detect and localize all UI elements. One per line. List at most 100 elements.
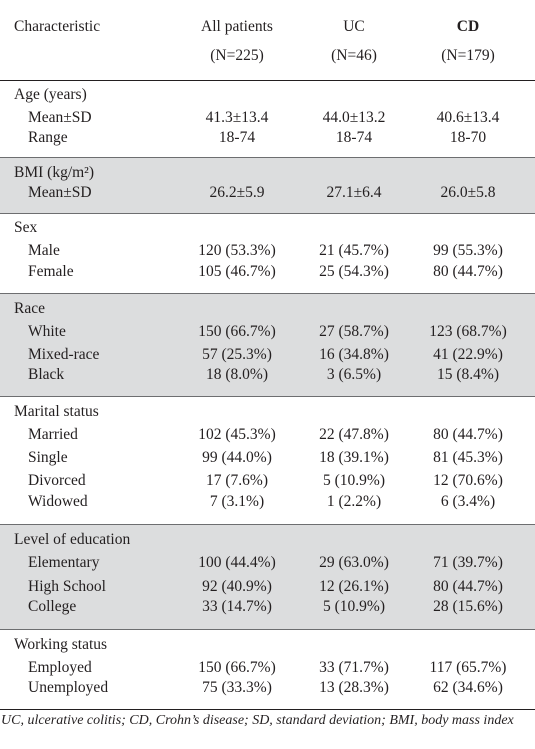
group-1: BMI (kg/m²) Mean±SD 26.2±5.9 27.1±6.4 26.0±5…	[0, 157, 535, 213]
table-row: Divorced 17 (7.6%) 5 (10.9%) 12 (70.6%)	[0, 469, 535, 493]
table-row: College 33 (14.7%) 5 (10.9%) 28 (15.6%)	[0, 598, 535, 629]
category-row: Race	[0, 293, 535, 320]
cell-cd: 80 (44.7%)	[433, 425, 503, 443]
cell-all-patients: 150 (66.7%)	[198, 322, 276, 340]
table-row: Mean±SD 26.2±5.9 27.1±6.4 26.0±5.8	[0, 184, 535, 213]
category-label: Level of education	[14, 530, 131, 548]
cell-all-patients: 150 (66.7%)	[198, 658, 276, 676]
table-row: Widowed 7 (3.1%) 1 (2.2%) 6 (3.4%)	[0, 493, 535, 524]
cell-cd: 80 (44.7%)	[433, 577, 503, 595]
characteristics-table: Characteristic All patients (N=225) UC (…	[0, 0, 535, 709]
header-characteristic: Characteristic	[14, 18, 101, 35]
category-row: Level of education	[0, 524, 535, 551]
cell-uc: 29 (63.0%)	[319, 554, 389, 571]
cell-all-patients: 102 (45.3%)	[198, 425, 276, 443]
cell-all-patients: 75 (33.3%)	[202, 679, 272, 696]
row-label: Single	[28, 448, 68, 466]
cell-uc: 44.0±13.2	[322, 108, 386, 126]
row-label: Mixed-race	[28, 345, 100, 363]
cell-uc: 12 (26.1%)	[319, 577, 389, 595]
group-6: Working status Employed 150 (66.7%) 33 (71.…	[0, 629, 535, 709]
cell-all-patients: 26.2±5.9	[209, 184, 265, 201]
group-0: Age (years) Mean±SD 41.3±13.4 44.0±13.2 40.6…	[0, 80, 535, 157]
row-label: White	[28, 322, 66, 340]
header-cd-n: (N=179)	[441, 47, 495, 64]
category-row: BMI (kg/m²)	[0, 157, 535, 184]
row-label: Female	[28, 263, 74, 280]
table-header: Characteristic All patients (N=225) UC (…	[0, 0, 535, 80]
group-3: Race White 150 (66.7%) 27 (58.7%) 123 (68.7%…	[0, 293, 535, 396]
cell-cd: 18-70	[449, 129, 487, 146]
category-label: Race	[14, 299, 45, 317]
category-row: Age (years)	[0, 80, 535, 106]
category-row: Sex	[0, 213, 535, 239]
cell-uc: 5 (10.9%)	[323, 598, 385, 615]
category-label: Age (years)	[14, 86, 87, 104]
group-5: Level of education Elementary 100 (44.4%) 2…	[0, 524, 535, 629]
cell-cd: 80 (44.7%)	[433, 263, 503, 280]
table-row: Range 18-74 18-74 18-70	[0, 129, 535, 157]
cell-all-patients: 99 (44.0%)	[202, 448, 272, 466]
row-label: Employed	[28, 658, 92, 676]
cell-all-patients: 57 (25.3%)	[202, 345, 272, 363]
table-row: Elementary 100 (44.4%) 29 (63.0%) 71 (39.7%…	[0, 551, 535, 575]
group-2: Sex Male 120 (53.3%) 21 (45.7%) 99 (55.3%) Fe…	[0, 213, 535, 293]
cell-all-patients: 100 (44.4%)	[198, 554, 276, 571]
table-row: Female 105 (46.7%) 25 (54.3%) 80 (44.7%)	[0, 263, 535, 293]
cell-uc: 22 (47.8%)	[319, 425, 389, 443]
table-row: High School 92 (40.9%) 12 (26.1%) 80 (44.7%…	[0, 575, 535, 598]
header-all-patients: All patients (N=225)	[167, 0, 307, 80]
row-label: Unemployed	[28, 679, 109, 696]
cell-uc: 5 (10.9%)	[323, 472, 385, 489]
header-all-patients-n: (N=225)	[210, 47, 264, 64]
cell-uc: 16 (34.8%)	[319, 345, 389, 363]
cell-cd: 123 (68.7%)	[429, 322, 507, 340]
cell-cd: 12 (70.6%)	[433, 472, 503, 489]
cell-cd: 6 (3.4%)	[440, 493, 496, 510]
header-uc-n: (N=46)	[331, 47, 377, 64]
cell-cd: 99 (55.3%)	[433, 242, 503, 259]
header-uc: UC (N=46)	[307, 0, 401, 80]
row-label: College	[28, 598, 77, 615]
cell-all-patients: 33 (14.7%)	[202, 598, 272, 615]
cell-uc: 25 (54.3%)	[319, 263, 389, 280]
category-label: Working status	[14, 635, 108, 653]
cell-cd: 81 (45.3%)	[433, 448, 503, 466]
row-label: Black	[28, 366, 65, 383]
category-label: Sex	[14, 219, 38, 237]
cell-cd: 62 (34.6%)	[433, 679, 503, 696]
table-row: White 150 (66.7%) 27 (58.7%) 123 (68.7%)	[0, 320, 535, 343]
cell-cd: 41 (22.9%)	[433, 345, 503, 363]
row-label: Elementary	[28, 554, 100, 571]
cell-cd: 71 (39.7%)	[433, 554, 503, 571]
header-cd-name: CD	[456, 18, 480, 35]
cell-all-patients: 18-74	[218, 129, 256, 146]
cell-uc: 13 (28.3%)	[319, 679, 389, 696]
table-row: Male 120 (53.3%) 21 (45.7%) 99 (55.3%)	[0, 239, 535, 263]
table-row: Single 99 (44.0%) 18 (39.1%) 81 (45.3%)	[0, 446, 535, 469]
header-cd: CD (N=179)	[401, 0, 535, 80]
category-row: Marital status	[0, 396, 535, 423]
table-row: Mixed-race 57 (25.3%) 16 (34.8%) 41 (22.9%)	[0, 343, 535, 366]
header-uc-name: UC	[343, 18, 365, 35]
table-row: Black 18 (8.0%) 3 (6.5%) 15 (8.4%)	[0, 366, 535, 396]
group-4: Marital status Married 102 (45.3%) 22 (47.8…	[0, 396, 535, 524]
row-label: Widowed	[28, 493, 88, 510]
cell-cd: 117 (65.7%)	[429, 658, 507, 676]
cell-all-patients: 17 (7.6%)	[206, 472, 268, 489]
row-label: Mean±SD	[28, 184, 92, 201]
cell-uc: 33 (71.7%)	[319, 658, 389, 676]
cell-cd: 26.0±5.8	[440, 184, 496, 201]
cell-all-patients: 18 (8.0%)	[206, 366, 268, 383]
category-label: BMI (kg/m²)	[14, 163, 94, 181]
cell-all-patients: 120 (53.3%)	[198, 242, 276, 259]
row-label: High School	[28, 577, 106, 595]
cell-cd: 40.6±13.4	[436, 108, 500, 126]
table-row: Mean±SD 41.3±13.4 44.0±13.2 40.6±13.4	[0, 106, 535, 129]
cell-all-patients: 7 (3.1%)	[209, 493, 265, 510]
row-label: Divorced	[28, 472, 86, 489]
cell-uc: 18-74	[335, 129, 373, 146]
header-all-patients-name: All patients	[201, 18, 273, 35]
cell-uc: 27 (58.7%)	[319, 322, 389, 340]
